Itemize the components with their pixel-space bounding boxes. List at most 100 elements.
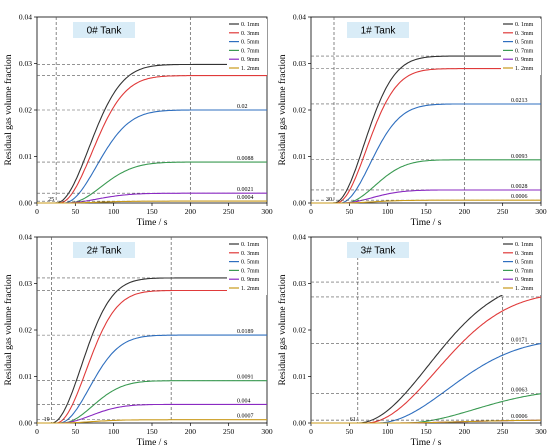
panel-title: 3# Tank	[361, 246, 397, 257]
value-label: 0.0091	[237, 375, 254, 381]
legend-label: 0. 7mm	[241, 48, 260, 54]
x-tick-label: 50	[72, 427, 80, 436]
series-line	[37, 200, 267, 204]
legend-label: 0. 5mm	[241, 260, 260, 266]
legend-label: 0. 1mm	[241, 22, 260, 28]
x-tick-label: 200	[185, 427, 197, 436]
start-time-label: 25	[48, 197, 54, 203]
y-axis-label: Residual gas volume fraction	[3, 274, 14, 385]
value-label: 0.0093	[511, 154, 528, 160]
series-line	[311, 68, 541, 204]
value-label: 0.02	[237, 104, 248, 110]
legend-label: 0. 7mm	[241, 268, 260, 274]
x-axis-label: Time / s	[411, 438, 442, 447]
panel-title-box	[73, 22, 135, 38]
y-tick-label: 0.03	[293, 59, 306, 68]
series-line	[37, 277, 267, 424]
y-tick-label: 0.03	[19, 59, 32, 68]
x-tick-label: 250	[223, 427, 235, 436]
value-label: 0.0189	[237, 329, 254, 335]
legend-box	[501, 239, 541, 295]
x-axis-label: Time / s	[411, 218, 442, 228]
panel-title: 1# Tank	[361, 26, 397, 37]
y-tick-label: 0.01	[19, 152, 32, 161]
start-time-label: 19	[44, 417, 50, 423]
value-label: 0.0006	[511, 414, 528, 420]
y-tick-label: 0.03	[19, 279, 32, 288]
value-label: 0.0171	[511, 337, 528, 343]
panel-title-box	[347, 22, 409, 38]
x-tick-label: 100	[108, 427, 120, 436]
series-line	[311, 393, 542, 424]
legend-label: 1. 2mm	[241, 286, 260, 292]
value-label: 0.0063	[511, 388, 528, 394]
y-tick-label: 0.04	[19, 13, 32, 22]
legend-label: 1. 2mm	[241, 66, 260, 72]
legend-label: 0. 3mm	[515, 251, 534, 257]
panel-0: 0 50 100 150 200 250 300 0.00 0.01 0.02 0.03 0.04 Ti…	[3, 13, 273, 229]
x-tick-label: 300	[535, 427, 547, 436]
series-line	[311, 103, 541, 204]
x-tick-label: 150	[146, 207, 158, 216]
legend-label: 0. 1mm	[515, 22, 534, 28]
x-tick-label: 150	[420, 207, 432, 216]
legend-label: 0. 7mm	[515, 268, 534, 274]
x-tick-label: 250	[497, 207, 509, 216]
series-line	[37, 75, 267, 204]
legend-box	[501, 19, 541, 75]
y-tick-label: 0.04	[293, 233, 306, 242]
x-tick-label: 150	[420, 427, 432, 436]
y-tick-label: 0.01	[293, 152, 306, 161]
y-tick-label: 0.04	[293, 13, 306, 22]
legend-label: 0. 5mm	[241, 40, 260, 46]
series-line	[311, 55, 541, 204]
x-tick-label: 150	[146, 427, 158, 436]
y-axis-label: Residual gas volume fraction	[3, 54, 14, 165]
legend-box	[227, 19, 267, 75]
series-line	[37, 289, 267, 424]
legend-label: 0. 3mm	[241, 31, 260, 37]
panel-title: 0# Tank	[87, 26, 123, 37]
series-line	[37, 380, 267, 424]
panel-title-box	[347, 242, 409, 258]
x-tick-label: 200	[459, 207, 471, 216]
x-tick-label: 100	[382, 207, 394, 216]
legend-label: 0. 9mm	[241, 277, 260, 283]
x-tick-label: 50	[72, 207, 80, 216]
y-tick-label: 0.01	[293, 372, 306, 381]
legend-label: 1. 2mm	[515, 286, 534, 292]
x-tick-label: 0	[309, 207, 313, 216]
y-tick-label: 0.02	[19, 326, 32, 335]
legend-label: 0. 7mm	[515, 48, 534, 54]
panel-3: 0 50 100 150 200 250 300 0.00 0.01 0.02 0.03 0.04 Ti…	[277, 233, 547, 447]
series-line	[37, 161, 267, 204]
legend-box	[227, 239, 267, 295]
legend-label: 0. 5mm	[515, 260, 534, 266]
legend-label: 0. 9mm	[515, 277, 534, 283]
y-tick-label: 0.01	[19, 372, 32, 381]
legend-label: 0. 9mm	[241, 57, 260, 63]
x-axis-label: Time / s	[137, 218, 168, 228]
value-label: 0.004	[237, 398, 251, 404]
y-tick-label: 0.00	[19, 199, 32, 208]
x-tick-label: 0	[309, 427, 313, 436]
x-tick-label: 200	[185, 207, 197, 216]
legend-label: 1. 2mm	[515, 66, 534, 72]
x-tick-label: 50	[346, 427, 354, 436]
x-tick-label: 250	[497, 427, 509, 436]
legend-label: 0. 9mm	[515, 57, 534, 63]
x-axis-label: Time / s	[137, 438, 168, 447]
value-label: 0.0213	[511, 98, 528, 104]
panel-title-box	[73, 242, 135, 258]
value-label: 0.0006	[511, 194, 528, 200]
y-tick-label: 0.02	[19, 106, 32, 115]
series-line	[37, 109, 267, 204]
value-label: 0.0007	[237, 414, 254, 420]
y-tick-label: 0.04	[19, 233, 32, 242]
x-tick-label: 200	[459, 427, 471, 436]
x-tick-label: 300	[261, 207, 273, 216]
y-axis-label: Residual gas volume fraction	[277, 54, 288, 165]
series-line	[37, 403, 267, 424]
x-tick-label: 100	[382, 427, 394, 436]
y-tick-label: 0.02	[293, 106, 306, 115]
